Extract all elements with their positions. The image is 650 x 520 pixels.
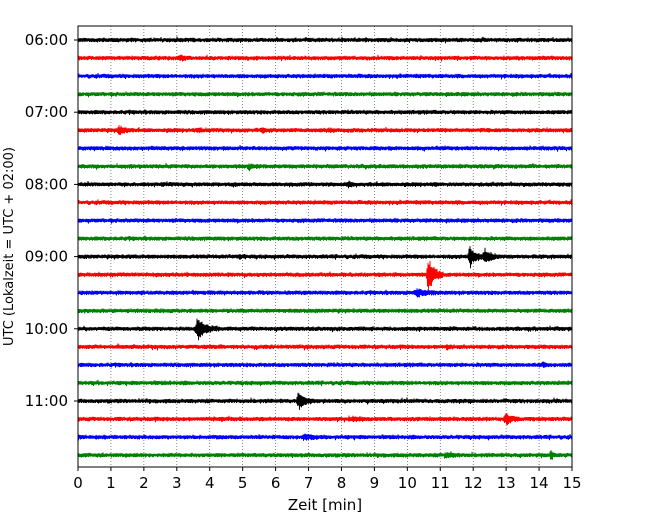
trace-0730 — [77, 144, 573, 152]
x-tick-label: 11 — [431, 474, 450, 492]
x-axis-ticks: 0 1 2 3 4 5 6 7 8 9 10 11 12 13 14 15 — [73, 467, 582, 492]
y-axis-label: UTC (Lokalzeit = UTC + 02:00) — [2, 147, 17, 346]
x-tick-label: 1 — [106, 474, 116, 492]
x-tick-label: 6 — [271, 474, 281, 492]
x-tick-label: 5 — [238, 474, 248, 492]
x-tick-label: 15 — [562, 474, 581, 492]
trace-0645 — [77, 91, 573, 98]
x-tick-label: 10 — [398, 474, 417, 492]
trace-0615 — [77, 54, 573, 62]
y-tick-label: 06:00 — [25, 31, 68, 49]
trace-1000 — [77, 318, 573, 341]
x-tick-label: 4 — [205, 474, 215, 492]
trace-0630 — [77, 73, 573, 80]
trace-group — [77, 36, 573, 460]
y-tick-label: 10:00 — [25, 320, 68, 338]
y-tick-label: 07:00 — [25, 103, 68, 121]
x-tick-label: 12 — [464, 474, 483, 492]
trace-0830 — [77, 217, 573, 224]
trace-0915 — [77, 260, 573, 290]
x-tick-label: 3 — [172, 474, 182, 492]
x-axis-label: Zeit [min] — [288, 496, 362, 514]
y-tick-label: 09:00 — [25, 248, 68, 266]
x-tick-label: 9 — [370, 474, 380, 492]
trace-1015 — [77, 343, 573, 351]
trace-0815 — [77, 199, 573, 206]
trace-0930 — [77, 288, 573, 298]
x-tick-label: 13 — [497, 474, 516, 492]
plot-frame — [77, 25, 573, 468]
trace-0845 — [77, 235, 573, 242]
trace-1100 — [77, 392, 573, 410]
trace-0800 — [77, 180, 573, 189]
x-tick-label: 0 — [73, 474, 83, 492]
trace-1115 — [77, 413, 573, 426]
x-tick-label: 8 — [337, 474, 347, 492]
trace-1030 — [77, 361, 573, 368]
x-tick-label: 2 — [139, 474, 149, 492]
trace-0945 — [77, 307, 573, 314]
trace-1130 — [77, 433, 573, 441]
trace-0900 — [77, 246, 573, 269]
y-tick-label: 11:00 — [25, 392, 68, 410]
trace-1145 — [77, 450, 573, 460]
y-tick-label: 08:00 — [25, 175, 68, 193]
trace-0700 — [77, 109, 573, 116]
trace-0600 — [77, 36, 573, 44]
x-tick-label: 14 — [530, 474, 549, 492]
x-tick-label: 7 — [304, 474, 314, 492]
trace-0745 — [77, 163, 573, 172]
trace-0715 — [77, 125, 573, 136]
y-axis-ticks: 06:00 07:00 08:00 09:00 10:00 11:00 — [25, 31, 78, 410]
trace-1045 — [77, 379, 573, 387]
